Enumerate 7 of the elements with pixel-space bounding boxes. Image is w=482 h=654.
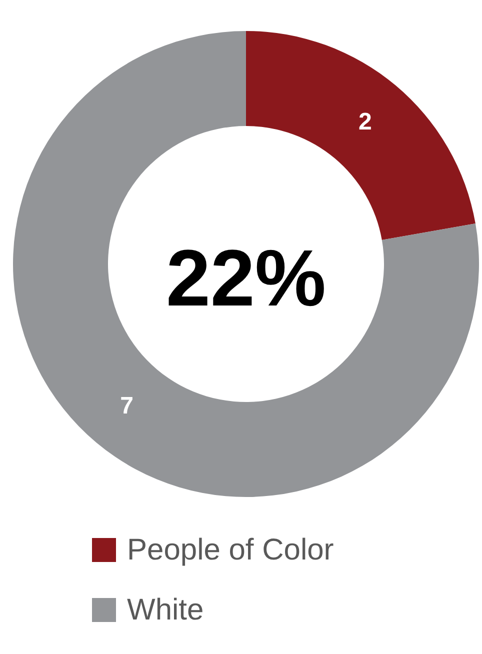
- donut-slice: [246, 31, 476, 240]
- text: 22%: [166, 234, 326, 322]
- data-label: 2: [358, 108, 372, 136]
- donut-slice: [13, 31, 479, 497]
- legend-label: White: [127, 594, 204, 626]
- legend-label: People of Color: [127, 534, 334, 566]
- data-label: 7: [120, 392, 134, 420]
